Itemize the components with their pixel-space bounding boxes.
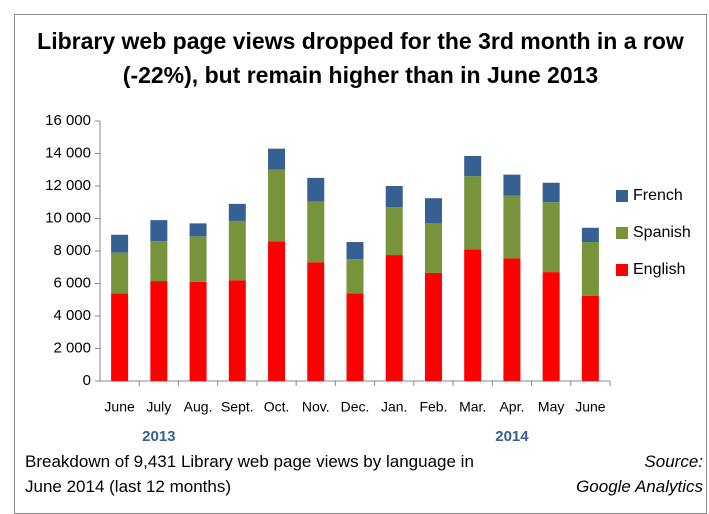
year-label: 2014: [495, 428, 529, 445]
bar-segment: [228, 203, 246, 221]
bar-segment: [542, 272, 560, 381]
source: Source: Google Analytics: [576, 449, 703, 499]
bar-segment: [189, 236, 207, 282]
x-tick-label: Apr.: [499, 399, 524, 415]
bar-segment: [150, 220, 168, 242]
bar-segment: [464, 249, 482, 381]
bar-segment: [111, 234, 129, 253]
x-tick-label: Mar.: [459, 399, 486, 415]
bar-segment: [503, 174, 521, 196]
bar-segment: [424, 272, 442, 381]
y-tick-label: 8 000: [53, 242, 91, 259]
bar-segment: [268, 169, 286, 242]
x-tick-label: Dec.: [341, 399, 370, 415]
x-tick-label: June: [575, 399, 606, 415]
x-tick-label: Sept.: [221, 399, 254, 415]
bar-segment: [307, 177, 325, 202]
bar-segment: [346, 259, 364, 294]
bar-segment: [307, 262, 325, 381]
x-tick-label: Oct.: [264, 399, 290, 415]
bar-segment: [424, 223, 442, 273]
chart: 0 2 000 4 000 6 000 8 000 10 000 12 000 14 000 1…: [45, 112, 691, 445]
bar-segment: [346, 242, 364, 260]
bar-segment: [542, 182, 560, 203]
x-tick-label: May: [538, 399, 564, 415]
bar-segment: [581, 295, 599, 381]
legend-swatch: [616, 264, 628, 276]
bar-segment: [150, 281, 168, 381]
bar-segment: [542, 202, 560, 273]
bar-segment: [464, 176, 482, 250]
source-name: Google Analytics: [576, 477, 703, 496]
y-tick-label: 14 000: [45, 144, 91, 161]
bar-segment: [111, 252, 129, 294]
y-tick-label: 6 000: [53, 274, 91, 291]
x-tick-label: June: [104, 399, 135, 415]
year-label: 2013: [142, 428, 175, 445]
y-tick-label: 12 000: [45, 177, 91, 194]
bar-segment: [150, 241, 168, 282]
bar-segment: [228, 220, 246, 281]
bar-segment: [111, 293, 129, 381]
bar-segment: [307, 201, 325, 263]
bar-segment: [268, 241, 286, 381]
y-tick-label: 2 000: [53, 339, 91, 356]
bar-segment: [385, 186, 403, 208]
y-tick-label: 16 000: [45, 112, 91, 129]
x-tick-label: Jan.: [381, 399, 407, 415]
legend-label: English: [633, 261, 685, 278]
bar-segment: [581, 227, 599, 243]
y-tick-label: 0: [83, 372, 91, 389]
bar-segment: [424, 198, 442, 224]
bar-segment: [268, 148, 286, 170]
caption: Breakdown of 9,431 Library web page view…: [25, 452, 474, 496]
legend-swatch: [616, 190, 628, 202]
bar-segment: [385, 207, 403, 256]
y-tick-label: 10 000: [45, 209, 91, 226]
bar-segment: [464, 155, 482, 177]
source-label: Source:: [644, 452, 703, 471]
y-tick-label: 4 000: [53, 307, 91, 324]
legend-swatch: [616, 227, 628, 239]
x-tick-label: Aug.: [184, 399, 213, 415]
x-tick-label: July: [146, 399, 171, 415]
bar-segment: [189, 281, 207, 381]
x-tick-label: Feb.: [419, 399, 447, 415]
chart-title: Library web page views dropped for the 3…: [37, 28, 684, 88]
bar-segment: [228, 280, 246, 381]
x-tick-label: Nov.: [302, 399, 330, 415]
bar-segment: [503, 195, 521, 259]
bar-segment: [189, 223, 207, 237]
bar-segment: [385, 255, 403, 381]
legend-label: French: [633, 187, 683, 204]
bar-segment: [503, 258, 521, 381]
bar-segment: [581, 242, 599, 296]
bar-segment: [346, 293, 364, 381]
legend-label: Spanish: [633, 224, 691, 241]
